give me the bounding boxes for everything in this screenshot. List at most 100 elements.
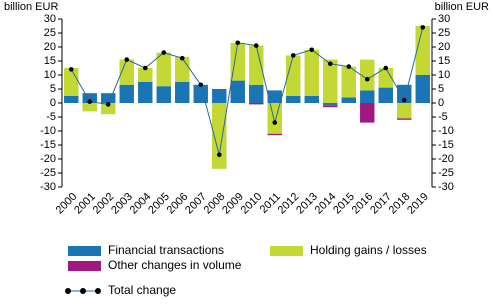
bar-segment <box>286 55 301 96</box>
bar-segment <box>267 90 282 103</box>
legend-point <box>65 288 71 294</box>
y2-tick-label: -30 <box>438 181 454 193</box>
bar-segment <box>397 103 412 119</box>
bar-segment <box>360 59 375 91</box>
y2-tick-label: 5 <box>438 83 444 95</box>
point <box>364 76 370 82</box>
y-axis-label: billion EUR <box>4 1 58 13</box>
line <box>70 27 424 155</box>
point <box>161 50 167 55</box>
point <box>198 82 204 88</box>
y-tick-label: -10 <box>40 125 56 137</box>
bar-segment <box>415 75 430 103</box>
bar-segment <box>138 82 153 103</box>
y2-tick-label: -25 <box>438 167 454 179</box>
bar-segment <box>267 103 282 134</box>
bar-segment <box>230 42 245 81</box>
bar-segment <box>101 93 116 103</box>
y2-tick-label: 15 <box>438 55 450 67</box>
bar-segment <box>397 118 412 120</box>
y-tick-label: 15 <box>44 55 56 67</box>
bar-segment <box>156 52 171 87</box>
point <box>216 152 222 158</box>
bar-segment <box>249 84 264 103</box>
legend-label: Holding gains / losses <box>310 243 427 257</box>
bar-segment <box>378 68 393 88</box>
point <box>253 43 259 48</box>
point <box>87 99 93 104</box>
bar-segment <box>341 66 356 98</box>
legend-point <box>80 288 86 294</box>
bar-segment <box>212 89 227 103</box>
bar-segment <box>249 45 264 85</box>
point <box>309 47 315 53</box>
bar-segment <box>101 103 116 115</box>
y-tick-label: 5 <box>50 83 56 95</box>
point <box>346 64 352 69</box>
y-tick-label: -25 <box>40 167 56 179</box>
legend-swatch <box>270 246 303 256</box>
bar-segment <box>286 96 301 103</box>
point <box>290 53 296 58</box>
bar-segment <box>360 103 375 123</box>
bar-segment <box>82 103 97 112</box>
legend-label: Total change <box>108 283 176 297</box>
bar-segment <box>415 26 430 75</box>
bar-segment <box>193 84 208 103</box>
legend-swatch <box>68 261 101 271</box>
y2-tick-label: 20 <box>438 41 450 53</box>
point <box>142 65 148 71</box>
bar-segment <box>64 68 79 96</box>
y2-tick-label: -20 <box>438 153 454 165</box>
bar-segment <box>230 80 245 103</box>
bar-segment <box>304 96 319 103</box>
x-tick-label: 2019 <box>405 191 431 217</box>
bar-segment <box>249 103 264 105</box>
bar-segment <box>175 82 190 103</box>
y2-tick-label: 0 <box>438 97 444 109</box>
y-tick-label: 20 <box>44 41 56 53</box>
y2-tick-label: -15 <box>438 139 454 151</box>
point <box>105 102 111 107</box>
y2-axis-label: billion EUR <box>435 1 489 13</box>
y-tick-label: 30 <box>44 13 56 25</box>
bar-segment <box>323 105 338 108</box>
y-tick-label: 0 <box>50 97 56 109</box>
point <box>327 61 333 67</box>
point <box>420 25 426 30</box>
bar-segment <box>119 59 134 85</box>
bar-segment <box>156 86 171 103</box>
bar-segment <box>378 87 393 103</box>
y-tick-label: 10 <box>44 69 56 81</box>
bar-segment <box>119 84 134 103</box>
point <box>272 120 278 125</box>
y-tick-label: 25 <box>44 27 56 39</box>
bar-segment <box>212 103 227 169</box>
point <box>68 67 74 72</box>
y-tick-label: -5 <box>46 111 56 123</box>
point <box>124 57 130 62</box>
legend-label: Other changes in volume <box>108 258 242 272</box>
bar-segment <box>64 96 79 103</box>
point <box>179 55 185 61</box>
point <box>235 40 241 46</box>
bar-segment <box>323 103 338 106</box>
legend-label: Financial transactions <box>108 243 224 257</box>
bar-segment <box>82 93 97 103</box>
bar-segment <box>138 68 153 82</box>
legend-swatch <box>68 246 101 256</box>
y2-tick-label: -10 <box>438 125 454 137</box>
bar-segment <box>267 133 282 136</box>
legend-point <box>95 288 101 294</box>
bar-segment <box>360 90 375 103</box>
y-tick-label: -20 <box>40 153 56 165</box>
bar-segment <box>175 56 190 82</box>
y-tick-label: -15 <box>40 139 56 151</box>
bar-segment <box>397 84 412 103</box>
point <box>401 97 407 103</box>
y2-tick-label: 10 <box>438 69 450 81</box>
y2-tick-label: 30 <box>438 13 450 25</box>
y2-tick-label: -5 <box>438 111 448 123</box>
y-tick-label: -30 <box>40 181 56 193</box>
